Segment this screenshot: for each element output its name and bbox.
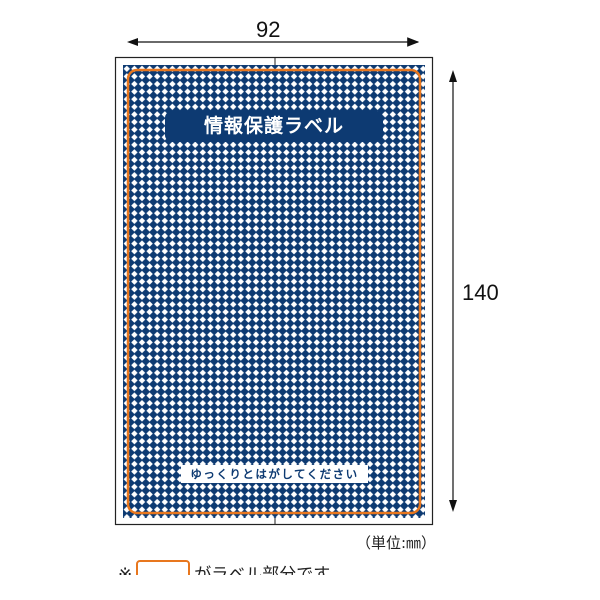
label-title: 情報保護ラベル (165, 111, 383, 142)
orange-box-swatch (136, 560, 191, 575)
note-suffix: がラベル部分です (194, 565, 331, 575)
unit-label: （単位:㎜） (356, 534, 437, 552)
arrow-left-head (127, 38, 138, 46)
arrow-up-head (449, 70, 457, 82)
peel-instruction: ゆっくりとはがしてください (181, 465, 368, 483)
label-area-outline (126, 68, 422, 515)
height-label: 140 (462, 280, 499, 305)
arrow-down-head (449, 500, 457, 512)
legend-note: ※ がラベル部分です (118, 560, 330, 575)
width-label: 92 (256, 17, 281, 42)
note-prefix: ※ (118, 565, 133, 575)
